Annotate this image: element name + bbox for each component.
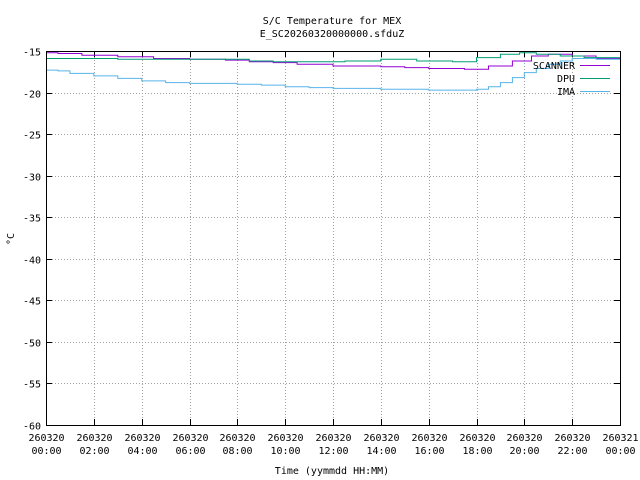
x-tick-label-date: 260320	[267, 433, 303, 444]
y-tick-label: -30	[23, 173, 41, 184]
x-tick-label-time: 12:00	[318, 446, 348, 457]
legend-label-scanner: SCANNER	[533, 61, 576, 72]
y-axis-ticks: -15 -20 -25 -30 -35 -40 -45 -50 -55 -60	[23, 48, 620, 433]
x-tick-label-time: 04:00	[127, 446, 157, 457]
plot-area-border	[46, 51, 621, 426]
x-tick-label-time: 10:00	[270, 446, 300, 457]
x-tick-label-time: 14:00	[366, 446, 396, 457]
x-tick-label-date: 260320	[363, 433, 399, 444]
x-tick-label-time: 20:00	[509, 446, 539, 457]
y-tick-label: -50	[23, 339, 41, 350]
y-tick-label: -15	[23, 48, 41, 59]
x-tick-label-date: 260320	[506, 433, 542, 444]
y-tick-label: -40	[23, 256, 41, 267]
series-line-scanner	[46, 52, 621, 70]
y-tick-label: -20	[23, 90, 41, 101]
x-tick-label-date: 260320	[76, 433, 112, 444]
y-tick-label: -45	[23, 297, 41, 308]
x-tick-label-time: 00:00	[31, 446, 61, 457]
legend-label-ima: IMA	[557, 87, 575, 98]
x-tick-label-date: 260320	[315, 433, 351, 444]
x-tick-label-date: 260320	[28, 433, 64, 444]
x-tick-label-date: 260320	[124, 433, 160, 444]
x-tick-label-date: 260320	[459, 433, 495, 444]
x-tick-label-time: 02:00	[79, 446, 109, 457]
series-lines	[46, 52, 621, 91]
y-tick-label: -60	[23, 422, 41, 433]
y-tick-label: -35	[23, 214, 41, 225]
legend: SCANNER DPU IMA	[533, 61, 610, 98]
x-tick-label-time: 08:00	[222, 446, 252, 457]
chart-title: S/C Temperature for MEX	[263, 16, 401, 27]
legend-label-dpu: DPU	[557, 74, 575, 85]
x-tick-label-time: 06:00	[175, 446, 205, 457]
x-tick-label-date: 260320	[554, 433, 590, 444]
x-tick-label-time: 22:00	[557, 446, 587, 457]
x-tick-label-date: 260321	[602, 433, 638, 444]
series-line-ima	[46, 58, 621, 91]
x-axis-label: Time (yymmdd HH:MM)	[275, 466, 389, 477]
x-axis-ticks: 260320 00:00 260320 02:00 260320 04:00 260320 0…	[28, 51, 639, 457]
y-axis-label: °C	[6, 233, 17, 245]
chart-subtitle: E_SC20260320000000.sfduZ	[260, 29, 405, 40]
y-tick-label: -55	[23, 380, 41, 391]
x-tick-label-date: 260320	[219, 433, 255, 444]
grid-lines	[46, 51, 620, 425]
series-line-dpu	[46, 52, 621, 63]
x-tick-label-date: 260320	[411, 433, 447, 444]
y-tick-label: -25	[23, 131, 41, 142]
x-tick-label-time: 16:00	[414, 446, 444, 457]
x-tick-label-date: 260320	[172, 433, 208, 444]
x-tick-label-time: 18:00	[462, 446, 492, 457]
x-tick-label-time: 00:00	[605, 446, 635, 457]
